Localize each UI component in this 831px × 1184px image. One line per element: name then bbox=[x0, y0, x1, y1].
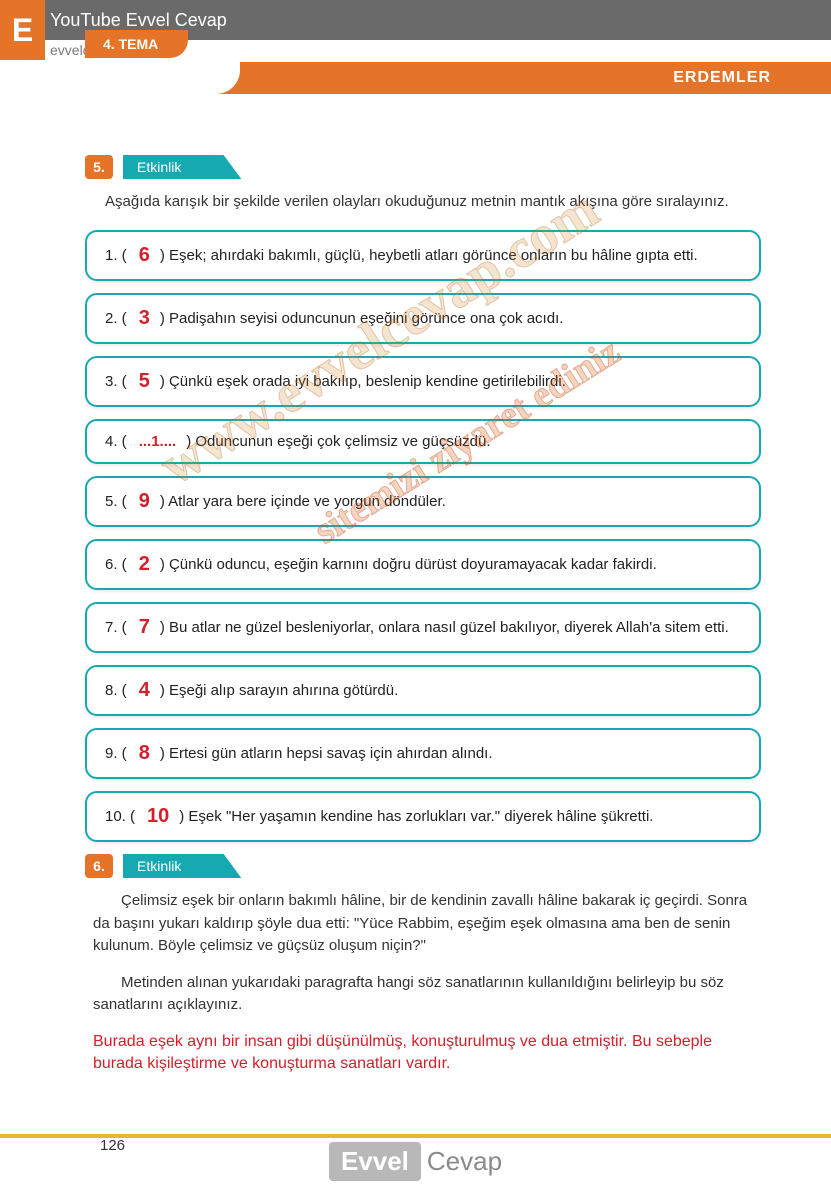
item-answer: 8 bbox=[139, 742, 150, 765]
bottom-bar: Evvel Cevap bbox=[0, 1134, 831, 1184]
activity6-header: 6. Etkinlik bbox=[85, 854, 761, 878]
item-index: 6. ( bbox=[105, 556, 127, 573]
item-text: ) Çünkü oduncu, eşeğin karnını doğru dür… bbox=[160, 556, 657, 573]
item-answer: 4 bbox=[139, 679, 150, 702]
item-answer: 6 bbox=[139, 244, 150, 267]
item-text: ) Atlar yara bere içinde ve yorgun döndü… bbox=[160, 493, 446, 510]
item-text: ) Eşeği alıp sarayın ahırına götürdü. bbox=[160, 682, 398, 699]
logo-left: Evvel bbox=[329, 1142, 421, 1181]
list-item: 8. ( 4 ) Eşeği alıp sarayın ahırına götürd… bbox=[85, 665, 761, 716]
activity5-header: 5. Etkinlik bbox=[85, 155, 761, 179]
item-index: 7. ( bbox=[105, 619, 127, 636]
list-item: 3. ( 5 ) Çünkü eşek orada iyi bakılıp, bes… bbox=[85, 356, 761, 407]
item-text: ) Eşek; ahırdaki bakımlı, güçlü, heybetl… bbox=[160, 247, 698, 264]
item-text: ) Bu atlar ne güzel besleniyorlar, onlar… bbox=[160, 619, 729, 636]
item-index: 3. ( bbox=[105, 373, 127, 390]
item-index: 2. ( bbox=[105, 310, 127, 327]
list-item: 6. ( 2 ) Çünkü oduncu, eşeğin karnını doğr… bbox=[85, 539, 761, 590]
activity6-answer: Burada eşek aynı bir insan gibi düşünülm… bbox=[93, 1031, 753, 1076]
item-index: 10. ( bbox=[105, 808, 135, 825]
activity5-number: 5. bbox=[85, 155, 113, 179]
logo-right: Cevap bbox=[427, 1146, 502, 1177]
list-item: 10. ( 10 ) Eşek "Her yaşamın kendine has z… bbox=[85, 791, 761, 842]
item-text: ) Oduncunun eşeği çok çelimsiz ve güçsüz… bbox=[186, 433, 490, 450]
item-index: 9. ( bbox=[105, 745, 127, 762]
activity6-para2: Metinden alınan yukarıdaki paragrafta ha… bbox=[93, 972, 753, 1017]
item-index: 1. ( bbox=[105, 247, 127, 264]
theme-tab: 4. TEMA bbox=[85, 30, 188, 58]
activity5-instruction: Aşağıda karışık bir şekilde verilen olay… bbox=[105, 191, 741, 212]
list-item: 5. ( 9 ) Atlar yara bere içinde ve yorgun … bbox=[85, 476, 761, 527]
item-index: 8. ( bbox=[105, 682, 127, 699]
item-answer: 5 bbox=[139, 370, 150, 393]
list-item: 1. ( 6 ) Eşek; ahırdaki bakımlı, güçlü, he… bbox=[85, 230, 761, 281]
item-answer: 7 bbox=[139, 616, 150, 639]
item-text: ) Padişahın seyisi oduncunun eşeğini gör… bbox=[160, 310, 564, 327]
activity6-label: Etkinlik bbox=[123, 854, 241, 878]
top-title: YouTube Evvel Cevap bbox=[50, 10, 227, 31]
list-item: 2. ( 3 ) Padişahın seyisi oduncunun eşeğin… bbox=[85, 293, 761, 344]
item-answer: 9 bbox=[139, 490, 150, 513]
item-text: ) Eşek "Her yaşamın kendine has zorlukla… bbox=[179, 808, 653, 825]
item-answer: 3 bbox=[139, 307, 150, 330]
item-text: ) Çünkü eşek orada iyi bakılıp, beslenip… bbox=[160, 373, 566, 390]
badge-letter: E bbox=[0, 0, 45, 60]
item-text: ) Ertesi gün atların hepsi savaş için ah… bbox=[160, 745, 493, 762]
list-item: 7. ( 7 ) Bu atlar ne güzel besleniyorlar, … bbox=[85, 602, 761, 653]
item-answer: 10 bbox=[147, 805, 169, 828]
activity5-label: Etkinlik bbox=[123, 155, 241, 179]
item-answer: ...1.... bbox=[139, 433, 177, 450]
item-answer: 2 bbox=[139, 553, 150, 576]
list-item: 9. ( 8 ) Ertesi gün atların hepsi savaş iç… bbox=[85, 728, 761, 779]
list-item: 4. ( ...1.... ) Oduncunun eşeği çok çelims… bbox=[85, 419, 761, 464]
activity6-number: 6. bbox=[85, 854, 113, 878]
item-index: 4. ( bbox=[105, 433, 127, 450]
footer-logo: Evvel Cevap bbox=[329, 1142, 502, 1181]
item-index: 5. ( bbox=[105, 493, 127, 510]
activity6-para1: Çelimsiz eşek bir onların bakımlı hâline… bbox=[93, 890, 753, 958]
